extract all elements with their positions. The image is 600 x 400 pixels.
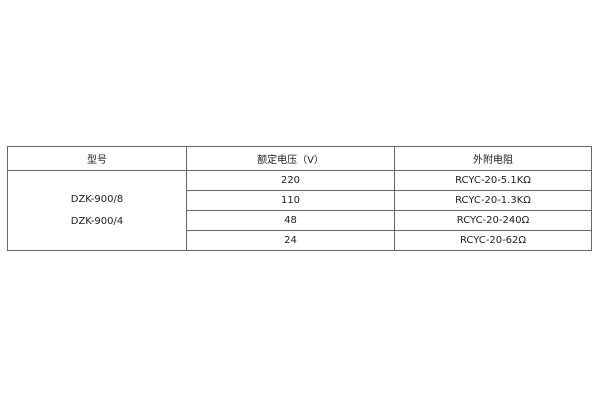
resistor-cell: RCYC-20-240Ω: [394, 210, 592, 231]
header-resistor: 外附电阻: [394, 146, 592, 171]
model-name: DZK-900/4: [70, 215, 124, 227]
voltage-cell: 48: [186, 210, 395, 231]
header-row: 型号 额定电压（V） 外附电阻: [7, 146, 592, 171]
voltage-cell: 220: [186, 170, 395, 191]
table-row: 48 RCYC-20-240Ω: [8, 210, 592, 231]
spec-table: 型号 额定电压（V） 外附电阻 DZK-900/8 DZK-900/4 220 …: [7, 146, 592, 251]
header-voltage: 额定电压（V）: [186, 146, 395, 171]
table-row: 110 RCYC-20-1.3KΩ: [8, 190, 592, 211]
resistor-cell: RCYC-20-62Ω: [394, 230, 592, 251]
voltage-cell: 24: [186, 230, 395, 251]
model-cell: DZK-900/8 DZK-900/4: [7, 170, 187, 251]
table-row: DZK-900/8 DZK-900/4 220 RCYC-20-5.1KΩ: [7, 170, 592, 251]
resistor-cell: RCYC-20-1.3KΩ: [394, 190, 592, 211]
model-name: DZK-900/8: [70, 193, 124, 205]
header-model: 型号: [7, 146, 187, 171]
table-row: 24 RCYC-20-62Ω: [8, 230, 592, 251]
resistor-cell: RCYC-20-5.1KΩ: [394, 170, 592, 191]
voltage-cell: 110: [186, 190, 395, 211]
